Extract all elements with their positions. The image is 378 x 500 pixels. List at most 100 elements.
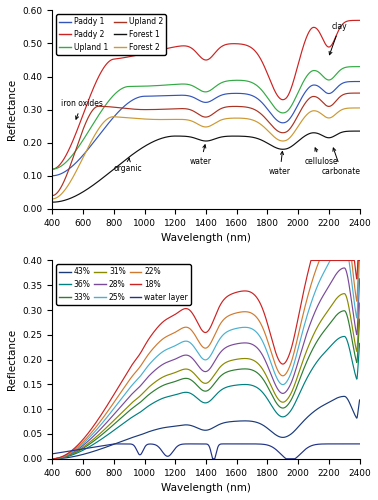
22% xyxy=(317,258,322,264)
28% xyxy=(50,456,54,462)
33% xyxy=(191,379,196,385)
Text: cellulose: cellulose xyxy=(304,148,338,166)
28% xyxy=(200,367,204,373)
Forest 2 xyxy=(191,119,196,125)
Forest 1 xyxy=(358,128,362,134)
36% xyxy=(191,392,196,398)
Upland 2 xyxy=(292,119,297,125)
18% xyxy=(191,312,196,318)
Upland 1 xyxy=(50,166,54,172)
Upland 1 xyxy=(292,98,297,103)
36% xyxy=(358,340,362,346)
Line: 18%: 18% xyxy=(52,260,360,459)
Upland 2 xyxy=(200,113,204,119)
water layer xyxy=(200,441,204,447)
25% xyxy=(292,360,297,366)
Text: water: water xyxy=(269,152,291,176)
22% xyxy=(66,451,70,457)
Text: carbonate: carbonate xyxy=(322,148,361,176)
31% xyxy=(342,290,347,296)
water layer xyxy=(192,441,196,447)
31% xyxy=(200,379,204,385)
43% xyxy=(342,394,347,400)
33% xyxy=(292,390,297,396)
28% xyxy=(292,371,297,377)
33% xyxy=(342,308,347,314)
18% xyxy=(309,258,313,264)
Paddy 2 xyxy=(50,166,54,172)
Upland 2 xyxy=(358,90,362,96)
Forest 1 xyxy=(200,138,204,143)
Paddy 2 xyxy=(66,148,70,154)
28% xyxy=(342,265,347,271)
Line: Paddy 2: Paddy 2 xyxy=(52,20,360,169)
18% xyxy=(66,450,70,456)
Forest 2 xyxy=(200,123,204,129)
X-axis label: Wavelength (nm): Wavelength (nm) xyxy=(161,483,251,493)
43% xyxy=(349,403,353,409)
43% xyxy=(200,426,204,432)
25% xyxy=(50,456,54,462)
33% xyxy=(200,387,204,393)
Y-axis label: Reflectance: Reflectance xyxy=(7,329,17,390)
31% xyxy=(191,370,196,376)
36% xyxy=(349,352,353,358)
36% xyxy=(292,402,297,407)
water layer xyxy=(358,441,362,447)
28% xyxy=(349,294,353,300)
water layer xyxy=(211,456,215,462)
Forest 2 xyxy=(349,105,353,111)
X-axis label: Wavelength (nm): Wavelength (nm) xyxy=(161,233,251,243)
water layer xyxy=(112,441,116,447)
Paddy 1 xyxy=(349,78,353,84)
33% xyxy=(349,330,353,336)
25% xyxy=(349,271,353,277)
Line: Forest 1: Forest 1 xyxy=(52,131,360,202)
36% xyxy=(200,399,204,405)
Paddy 1 xyxy=(349,78,353,84)
31% xyxy=(66,452,70,458)
31% xyxy=(349,315,353,321)
18% xyxy=(200,327,204,333)
25% xyxy=(328,258,332,264)
31% xyxy=(358,300,362,306)
Upland 1 xyxy=(358,64,362,70)
Line: 25%: 25% xyxy=(52,260,360,459)
Paddy 1 xyxy=(50,172,54,178)
Line: 28%: 28% xyxy=(52,268,360,459)
Paddy 2 xyxy=(349,18,353,24)
Text: iron oxides: iron oxides xyxy=(61,100,103,119)
33% xyxy=(349,330,353,336)
28% xyxy=(358,276,362,282)
Legend: Paddy 1, Paddy 2, Upland 1, Upland 2, Forest 1, Forest 2: Paddy 1, Paddy 2, Upland 1, Upland 2, Fo… xyxy=(56,14,166,55)
Forest 2 xyxy=(66,182,70,188)
Line: 43%: 43% xyxy=(52,396,360,459)
Line: Upland 2: Upland 2 xyxy=(52,93,360,196)
water layer xyxy=(66,448,70,454)
Paddy 1 xyxy=(292,108,297,114)
Paddy 2 xyxy=(358,18,362,24)
Upland 1 xyxy=(191,84,196,89)
Forest 1 xyxy=(66,196,70,202)
28% xyxy=(191,356,196,362)
31% xyxy=(349,316,353,322)
Forest 2 xyxy=(349,105,353,111)
31% xyxy=(292,382,297,388)
Paddy 1 xyxy=(200,98,204,104)
22% xyxy=(292,348,297,354)
Paddy 1 xyxy=(358,78,362,84)
22% xyxy=(200,343,204,349)
18% xyxy=(349,258,353,264)
Line: 36%: 36% xyxy=(52,336,360,459)
Upland 1 xyxy=(66,157,70,163)
water layer xyxy=(349,441,353,447)
33% xyxy=(50,456,54,462)
Forest 1 xyxy=(50,199,54,205)
33% xyxy=(66,453,70,459)
28% xyxy=(66,452,70,458)
Upland 1 xyxy=(200,88,204,94)
36% xyxy=(50,456,54,462)
Upland 2 xyxy=(349,90,353,96)
43% xyxy=(50,456,54,462)
43% xyxy=(358,397,362,403)
